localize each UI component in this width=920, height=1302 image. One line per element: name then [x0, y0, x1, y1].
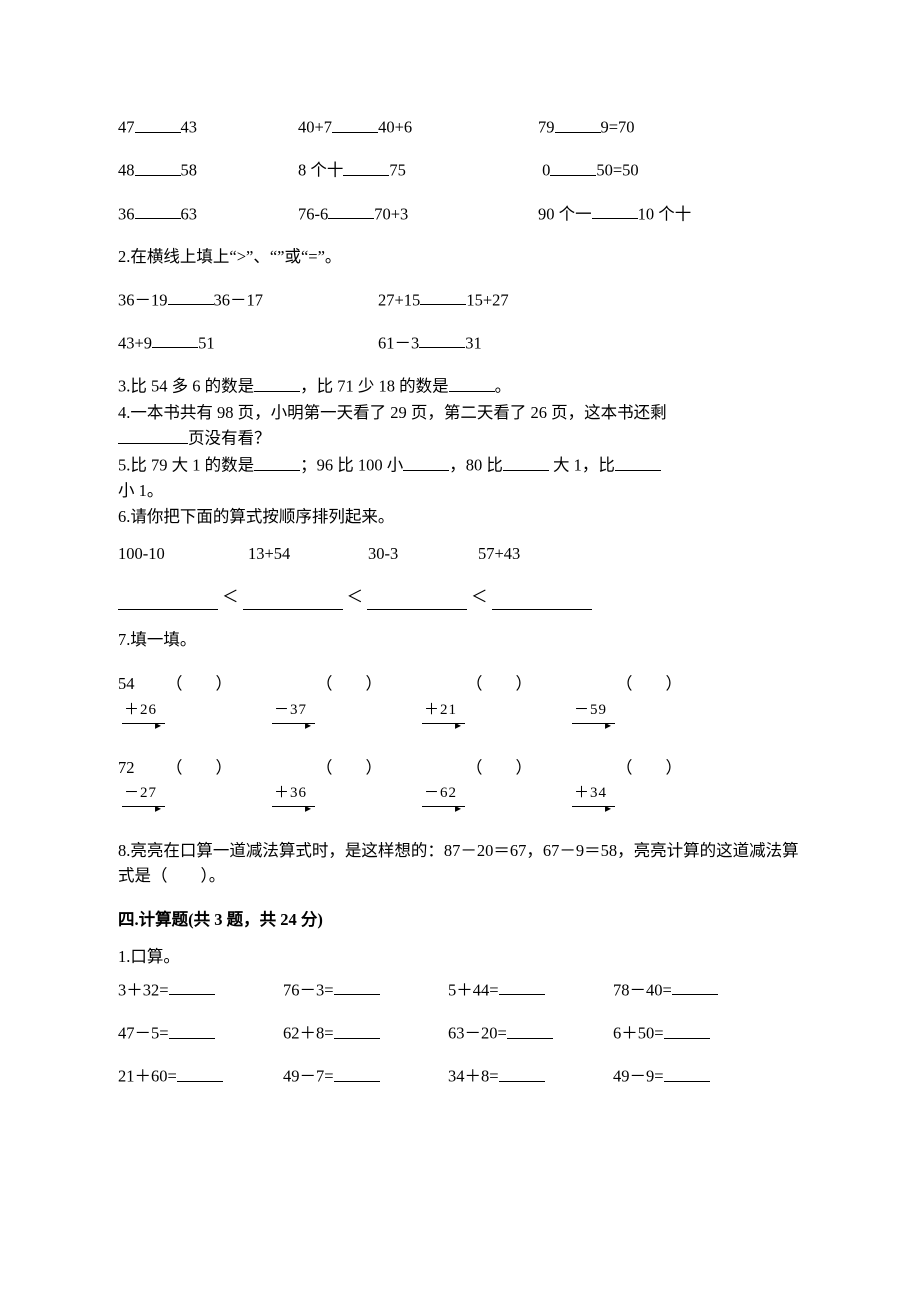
q6-lead: 6.请你把下面的算式按顺序排列起来。 [118, 505, 802, 530]
chain-op: －59 ▸ [572, 699, 615, 728]
chain-op: ＋26 ▸ [122, 699, 165, 728]
compare-cell: 799=70 [538, 115, 768, 140]
chain-step: （ ） ＋34 ▸ [616, 756, 766, 811]
calc-cell: 5＋44= [448, 978, 613, 1003]
q6-ordering: ＜＜＜ [118, 585, 802, 610]
chain-start: 54 [118, 672, 166, 697]
section-4-head: 四.计算题(共 3 题，共 24 分) [118, 908, 802, 933]
chain-op: －37 ▸ [272, 699, 315, 728]
compare-cell: 4858 [118, 158, 298, 183]
compare-cell: 76-670+3 [298, 202, 538, 227]
compare-cell: 3663 [118, 202, 298, 227]
q4: 4.一本书共有 98 页，小明第一天看了 29 页，第二天看了 26 页，这本书… [118, 401, 802, 451]
compare-cell: 050=50 [538, 158, 768, 183]
arrow-icon: ▸ [155, 722, 161, 728]
q7-lead: 7.填一填。 [118, 628, 802, 653]
chain-op: －27 ▸ [122, 782, 165, 811]
calc-row: 21＋60= 49－7= 34＋8= 49－9= [118, 1064, 802, 1089]
arrow-icon: ▸ [605, 722, 611, 728]
compare-cell: 36－1936－17 [118, 288, 378, 313]
chain-step: （ ） －59 ▸ [616, 672, 766, 727]
arrow-icon: ▸ [305, 722, 311, 728]
calc-lead: 1.口算。 [118, 945, 802, 970]
calc-cell: 49－7= [283, 1064, 448, 1089]
arrow-icon: ▸ [455, 805, 461, 811]
chain-op: ＋34 ▸ [572, 782, 615, 811]
calc-row: 47－5= 62＋8= 63－20= 6＋50= [118, 1021, 802, 1046]
compare-cell: 90 个一10 个十 [538, 202, 768, 227]
compare-row-2: 4858 8 个十75 050=50 [118, 158, 802, 183]
calc-cell: 78－40= [613, 978, 778, 1003]
calc-cell: 3＋32= [118, 978, 283, 1003]
worksheet-page: 4743 40+740+6 799=70 4858 8 个十75 050=50 … [0, 0, 920, 1168]
chain-op: －62 ▸ [422, 782, 465, 811]
q2-row2: 43+951 61－331 [118, 331, 802, 356]
q6-items: 100-10 13+54 30-3 57+43 [118, 542, 802, 567]
chain-op: ＋36 ▸ [272, 782, 315, 811]
calc-cell: 47－5= [118, 1021, 283, 1046]
q5: 5.比 79 大 1 的数是；96 比 100 小，80 比 大 1，比小 1。 [118, 453, 802, 503]
compare-row-3: 3663 76-670+3 90 个一10 个十 [118, 202, 802, 227]
compare-cell: 27+1515+27 [378, 288, 509, 313]
q8: 8.亮亮在口算一道减法算式时，是这样想的：87－20＝67，67－9＝58，亮亮… [118, 839, 802, 889]
chain-start: 72 [118, 756, 166, 781]
calc-cell: 21＋60= [118, 1064, 283, 1089]
arrow-icon: ▸ [155, 805, 161, 811]
arrow-icon: ▸ [455, 722, 461, 728]
q7-chains: 54 （ ） ＋26 ▸ （ ） －37 ▸ （ ） ＋21 ▸ [118, 672, 802, 811]
chain-row: 72 （ ） －27 ▸ （ ） ＋36 ▸ （ ） －62 ▸ [118, 756, 802, 811]
arrow-icon: ▸ [305, 805, 311, 811]
chain-row: 54 （ ） ＋26 ▸ （ ） －37 ▸ （ ） ＋21 ▸ [118, 672, 802, 727]
calc-row: 3＋32= 76－3= 5＋44= 78－40= [118, 978, 802, 1003]
chain-op: ＋21 ▸ [422, 699, 465, 728]
calc-cell: 62＋8= [283, 1021, 448, 1046]
arrow-icon: ▸ [605, 805, 611, 811]
compare-cell: 43+951 [118, 331, 378, 356]
expr: 13+54 [248, 542, 368, 567]
calc-cell: 49－9= [613, 1064, 778, 1089]
q2-lead: 2.在横线上填上“>”、“”或“=”。 [118, 245, 802, 270]
calc-cell: 34＋8= [448, 1064, 613, 1089]
calc-cell: 63－20= [448, 1021, 613, 1046]
expr: 57+43 [478, 542, 520, 567]
q2-row1: 36－1936－17 27+1515+27 [118, 288, 802, 313]
calc-cell: 76－3= [283, 978, 448, 1003]
compare-cell: 61－331 [378, 331, 482, 356]
expr: 100-10 [118, 542, 248, 567]
compare-cell: 40+740+6 [298, 115, 538, 140]
compare-cell: 4743 [118, 115, 298, 140]
compare-row-1: 4743 40+740+6 799=70 [118, 115, 802, 140]
expr: 30-3 [368, 542, 478, 567]
q3: 3.比 54 多 6 的数是，比 71 少 18 的数是。 [118, 374, 802, 399]
compare-cell: 8 个十75 [298, 158, 538, 183]
calc-cell: 6＋50= [613, 1021, 778, 1046]
